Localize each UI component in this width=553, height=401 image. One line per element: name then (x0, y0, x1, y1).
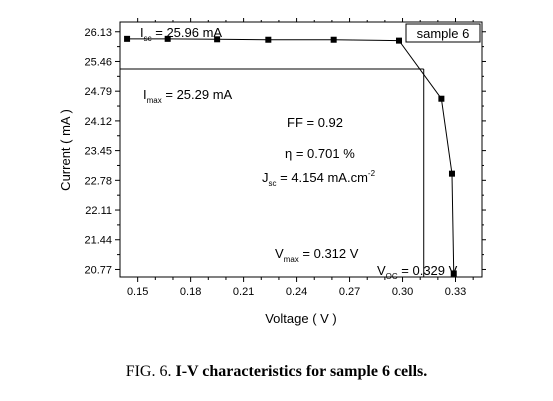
x-tick-label: 0.21 (233, 286, 254, 298)
data-point (214, 36, 221, 43)
data-point (450, 270, 457, 277)
legend-box (405, 23, 481, 43)
data-point (330, 36, 337, 43)
data-point (265, 36, 272, 43)
y-tick-label: 24.12 (84, 116, 112, 128)
x-tick-label: 0.27 (339, 286, 360, 298)
voc-annotation: VOC = 0.329 V (377, 263, 458, 281)
y-tick-label: 26.13 (84, 27, 112, 39)
y-tick-label: 25.46 (84, 56, 112, 68)
legend: sample 6 (405, 23, 481, 43)
plot-frame (119, 21, 483, 278)
data-point (396, 37, 403, 44)
data-point (448, 170, 455, 177)
x-tick-label: 0.15 (127, 286, 148, 298)
tick-group: 0.15 0.18 0.21 0.24 0.27 0.30 0.33 26.13 25.46 24… (84, 18, 486, 298)
imax-annotation: Imax = 25.29 mA (143, 87, 233, 105)
y-tick-label: 21.44 (84, 235, 112, 247)
x-tick-label: 0.18 (180, 286, 201, 298)
ff-annotation: FF = 0.92 (287, 115, 343, 130)
x-axis-title: Voltage ( V ) (265, 311, 337, 326)
x-tick-label: 0.33 (445, 286, 466, 298)
x-tick-label: 0.30 (392, 286, 413, 298)
caption-prefix: FIG. 6. (125, 363, 176, 380)
iv-chart: 0.15 0.18 0.21 0.24 0.27 0.30 0.33 26.13 25.46 24… (58, 18, 486, 326)
caption-title: I-V characteristics for sample 6 cells. (175, 363, 428, 380)
y-tick-label: 22.11 (85, 205, 112, 217)
jsc-annotation: Jsc = 4.154 mA.cm-2 (262, 169, 376, 188)
y-tick-label: 23.45 (84, 146, 112, 158)
iv-curve-points (124, 35, 457, 277)
legend-label: sample 6 (417, 26, 470, 41)
data-point (164, 35, 171, 42)
vmax-annotation: Vmax = 0.312 V (275, 246, 359, 264)
data-point (124, 35, 131, 42)
data-point (438, 95, 445, 102)
y-tick-label: 20.77 (84, 264, 112, 276)
efficiency-annotation: η = 0.701 % (285, 146, 355, 161)
x-tick-label: 0.24 (286, 286, 307, 298)
figure-caption: FIG. 6. I-V characteristics for sample 6… (0, 363, 553, 381)
y-axis-title: Current ( mA ) (58, 109, 73, 191)
y-tick-label: 24.79 (84, 86, 112, 98)
y-tick-label: 22.78 (84, 175, 112, 187)
isc-annotation: Isc = 25.96 mA (140, 25, 222, 43)
mpp-guide-lines (120, 68, 425, 277)
